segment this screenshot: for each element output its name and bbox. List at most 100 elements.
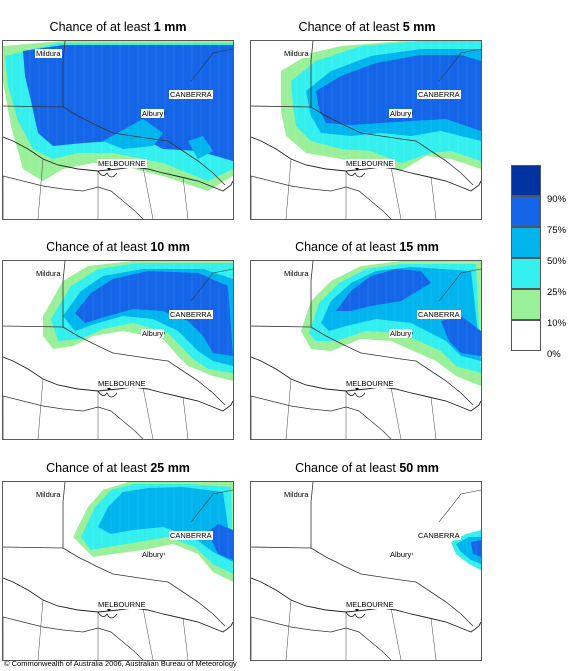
title-prefix: Chance of at least	[49, 20, 154, 34]
state-border-murray	[310, 326, 474, 406]
state-border	[251, 41, 314, 108]
state-border	[251, 261, 314, 328]
place-label-canberra: CANBERRA	[169, 531, 213, 540]
place-label-melbourne: MELBOURNE	[345, 159, 395, 168]
state-border-murray	[310, 106, 474, 186]
state-border-murray	[310, 547, 474, 627]
port-phillip-bay	[97, 170, 118, 178]
probability-area	[471, 540, 481, 557]
district-border	[390, 166, 402, 219]
title-prefix: Chance of at least	[46, 240, 151, 254]
place-label-canberra: CANBERRA	[169, 90, 213, 99]
district-border	[182, 176, 189, 219]
place-label-albury: Albury	[141, 109, 165, 118]
place-label-mildura: Mildura	[283, 269, 310, 278]
rainfall-map-svg	[3, 41, 233, 219]
district-border	[390, 386, 402, 439]
port-phillip-bay	[345, 611, 366, 619]
state-border	[3, 261, 66, 328]
district-border	[430, 176, 437, 219]
district-border	[3, 175, 144, 219]
place-label-melbourne: MELBOURNE	[97, 379, 147, 388]
place-label-albury: Albury	[389, 329, 413, 338]
title-prefix: Chance of at least	[295, 240, 400, 254]
map-1mm: Mildura CANBERRA Albury MELBOURNE	[2, 40, 234, 220]
district-border	[142, 386, 154, 439]
place-label-albury: Albury	[389, 109, 413, 118]
district-border	[251, 616, 392, 660]
place-label-albury: Albury	[141, 329, 165, 338]
title-amount: 50 mm	[399, 461, 439, 475]
rainfall-map-svg	[251, 482, 481, 660]
region-border	[190, 489, 233, 523]
place-label-melbourne: MELBOURNE	[97, 159, 147, 168]
place-label-mildura: Mildura	[35, 49, 62, 58]
panel-title-1mm: Chance of at least 1 mm	[2, 20, 234, 34]
map-5mm: Mildura CANBERRA Albury MELBOURNE	[250, 40, 482, 220]
legend-label-25: 25%	[547, 287, 567, 298]
state-border	[3, 41, 66, 108]
panel-title-5mm: Chance of at least 5 mm	[251, 20, 483, 34]
rainfall-map-svg	[251, 41, 481, 219]
title-amount: 25 mm	[150, 461, 190, 475]
place-label-melbourne: MELBOURNE	[97, 600, 147, 609]
district-border	[285, 599, 292, 660]
port-phillip-bay	[345, 390, 366, 398]
map-10mm: Mildura CANBERRA Albury MELBOURNE	[2, 260, 234, 440]
title-amount: 1 mm	[153, 20, 187, 34]
rainfall-map-svg	[251, 261, 481, 439]
map-15mm: Mildura CANBERRA Albury MELBOURNE	[250, 260, 482, 440]
district-border	[37, 158, 44, 219]
map-50mm: Mildura CANBERRA Albury MELBOURNE	[250, 481, 482, 661]
probability-area	[441, 316, 481, 356]
panel-title-10mm: Chance of at least 10 mm	[2, 240, 234, 254]
title-prefix: Chance of at least	[46, 461, 151, 475]
legend-swatch-50	[511, 227, 541, 258]
place-label-melbourne: MELBOURNE	[345, 600, 395, 609]
title-amount: 10 mm	[150, 240, 190, 254]
title-amount: 15 mm	[399, 240, 439, 254]
region-border	[438, 268, 481, 302]
legend-label-10: 10%	[547, 318, 567, 329]
state-border-murray	[62, 106, 226, 186]
rainfall-map-svg	[3, 261, 233, 439]
probability-area	[98, 487, 233, 562]
port-phillip-bay	[97, 390, 118, 398]
panel-title-25mm: Chance of at least 25 mm	[2, 461, 234, 475]
port-phillip-bay	[97, 611, 118, 619]
panel-title-15mm: Chance of at least 15 mm	[251, 240, 483, 254]
district-border	[142, 607, 154, 660]
probability-area	[23, 45, 233, 161]
district-border	[3, 616, 144, 660]
probability-area	[75, 271, 233, 356]
place-label-albury: Albury	[389, 550, 413, 559]
legend-swatch-25	[511, 258, 541, 289]
district-border	[285, 158, 292, 219]
region-border	[438, 48, 481, 82]
probability-area	[188, 136, 213, 159]
panel-title-50mm: Chance of at least 50 mm	[251, 461, 483, 475]
district-border	[251, 395, 392, 439]
region-border	[438, 489, 481, 523]
place-label-melbourne: MELBOURNE	[345, 379, 395, 388]
district-border	[37, 378, 44, 439]
district-border	[182, 396, 189, 439]
place-label-mildura: Mildura	[35, 490, 62, 499]
legend-label-50: 50%	[547, 256, 567, 267]
title-prefix: Chance of at least	[295, 461, 400, 475]
state-border	[251, 482, 314, 549]
port-phillip-bay	[345, 170, 366, 178]
place-label-canberra: CANBERRA	[417, 531, 461, 540]
probability-area	[336, 269, 431, 311]
legend-label-75: 75%	[547, 225, 567, 236]
place-label-albury: Albury	[141, 550, 165, 559]
region-border	[190, 268, 233, 302]
place-label-mildura: Mildura	[283, 49, 310, 58]
probability-area	[208, 524, 233, 560]
title-prefix: Chance of at least	[298, 20, 403, 34]
district-border	[390, 607, 402, 660]
copyright-footer: © Commonwealth of Australia 2006, Austra…	[4, 659, 237, 668]
district-border	[142, 166, 154, 219]
legend-swatch-90	[511, 165, 541, 196]
state-border-murray	[62, 326, 226, 406]
